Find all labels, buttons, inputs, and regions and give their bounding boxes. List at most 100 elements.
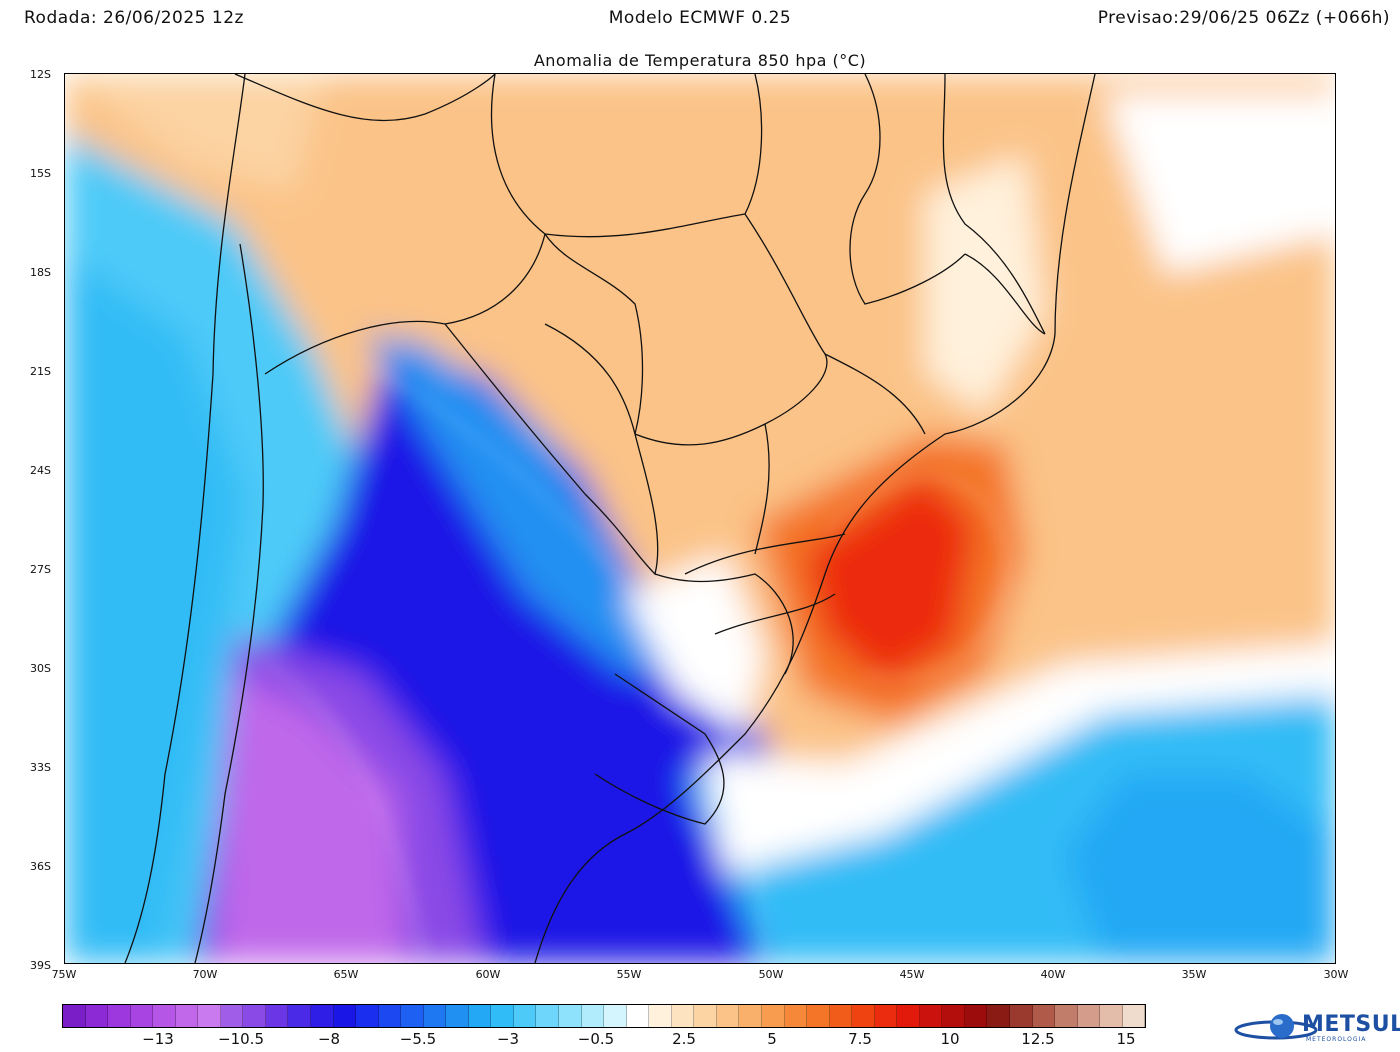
colorbar-swatch xyxy=(220,1005,244,1027)
colorbar-swatch xyxy=(401,1005,424,1027)
colorbar-swatch xyxy=(1009,1005,1033,1027)
colorbar-swatch xyxy=(288,1005,312,1027)
colorbar-swatch xyxy=(333,1005,357,1027)
lat-label-30s: 30S xyxy=(30,662,51,675)
logo-subtitle: METEOROLOGIA xyxy=(1306,1036,1367,1043)
lat-label-18s: 18S xyxy=(30,266,51,279)
logo-wordmark: METSUL xyxy=(1302,1012,1400,1037)
border-chile-argentina xyxy=(194,243,264,963)
temperature-anomaly-field xyxy=(65,74,1335,963)
colorbar-swatch xyxy=(604,1005,627,1027)
border-states-1 xyxy=(544,74,763,238)
colorbar-swatch xyxy=(175,1005,199,1027)
border-states-9 xyxy=(942,74,1046,335)
colorbar-swatch xyxy=(626,1005,650,1027)
colorbar-swatch xyxy=(243,1005,266,1027)
color-scale-bar xyxy=(62,1004,1146,1028)
colorbar-swatch xyxy=(1032,1005,1056,1027)
border-bolivia xyxy=(234,74,496,122)
colorbar-swatch xyxy=(491,1005,514,1027)
border-bolivia-south xyxy=(264,233,546,375)
colorbar-swatch xyxy=(671,1005,695,1027)
colorbar-swatch xyxy=(581,1005,605,1027)
colorbar-swatch xyxy=(716,1005,740,1027)
colorbar-swatch xyxy=(694,1005,717,1027)
lon-label-50w: 50W xyxy=(758,968,784,981)
colorbar-label: 10 xyxy=(940,1030,960,1048)
colorbar-swatch xyxy=(356,1005,379,1027)
colorbar-swatch xyxy=(446,1005,469,1027)
colorbar-swatch xyxy=(807,1005,830,1027)
map-title: Anomalia de Temperatura 850 hpa (°C) xyxy=(533,51,867,70)
map-panel[interactable] xyxy=(64,73,1336,964)
lat-label-27s: 27S xyxy=(30,563,51,576)
model-label: Modelo ECMWF 0.25 xyxy=(608,8,792,28)
colorbar-swatch xyxy=(987,1005,1010,1027)
colorbar-swatch xyxy=(1055,1005,1078,1027)
lat-label-12s: 12S xyxy=(30,68,51,81)
coastline xyxy=(124,74,246,963)
lon-label-75w: 75W xyxy=(51,968,77,981)
colorbar-swatch xyxy=(874,1005,898,1027)
border-states-7 xyxy=(684,533,846,575)
colorbar-swatch xyxy=(265,1005,289,1027)
border-states-2 xyxy=(744,213,926,435)
lon-label-60w: 60W xyxy=(475,968,501,981)
colorbar-label: 15 xyxy=(1116,1030,1136,1048)
colorbar-label: −8 xyxy=(317,1030,341,1048)
border-uruguay xyxy=(594,673,725,825)
lat-label-36s: 36S xyxy=(30,860,51,873)
colorbar-label: 12.5 xyxy=(1021,1030,1055,1048)
colorbar-label: −0.5 xyxy=(577,1030,615,1048)
colorbar-swatch xyxy=(649,1005,672,1027)
anomaly-field-map xyxy=(65,74,1335,963)
colorbar-swatch xyxy=(536,1005,560,1027)
colorbar-swatch xyxy=(423,1005,447,1027)
colorbar-swatch xyxy=(198,1005,221,1027)
lat-label-33s: 33S xyxy=(30,761,51,774)
colorbar-swatch xyxy=(85,1005,109,1027)
colorbar-swatch xyxy=(63,1005,86,1027)
colorbar-swatch xyxy=(942,1005,965,1027)
forecast-time-label: Previsao:29/06/25 06Zz (+066h) xyxy=(1097,8,1390,28)
colorbar-swatch xyxy=(513,1005,537,1027)
colorbar-swatch xyxy=(964,1005,988,1027)
metsul-globe-logo-icon xyxy=(1234,1014,1318,1040)
colorbar-swatch xyxy=(153,1005,176,1027)
colorbar-swatch xyxy=(130,1005,154,1027)
colorbar-label: 2.5 xyxy=(672,1030,696,1048)
colorbar-swatch xyxy=(829,1005,853,1027)
colorbar-swatch xyxy=(852,1005,875,1027)
colorbar-swatch xyxy=(1077,1005,1101,1027)
colorbar-swatch xyxy=(897,1005,920,1027)
colorbar-label: −10.5 xyxy=(218,1030,264,1048)
border-argentina-brazil xyxy=(654,573,794,675)
lon-label-40w: 40W xyxy=(1040,968,1066,981)
lon-label-65w: 65W xyxy=(333,968,359,981)
lat-label-39s: 39S xyxy=(30,959,51,972)
colorbar-swatch xyxy=(1100,1005,1123,1027)
colorbar-label: 5 xyxy=(767,1030,777,1048)
run-time-label: Rodada: 26/06/2025 12z xyxy=(24,8,244,28)
colorbar-label: −13 xyxy=(142,1030,174,1048)
colorbar-label: −5.5 xyxy=(399,1030,437,1048)
lat-label-15s: 15S xyxy=(30,167,51,180)
lon-label-55w: 55W xyxy=(616,968,642,981)
border-states-8 xyxy=(714,593,836,635)
colorbar-label: 7.5 xyxy=(848,1030,872,1048)
lat-label-21s: 21S xyxy=(30,365,51,378)
border-brazil-west xyxy=(490,74,644,435)
colorbar-swatch xyxy=(311,1005,334,1027)
colorbar-swatch xyxy=(378,1005,402,1027)
colorbar-label: −3 xyxy=(496,1030,520,1048)
colorbar-swatch xyxy=(739,1005,762,1027)
lat-label-24s: 24S xyxy=(30,464,51,477)
colorbar-swatch xyxy=(559,1005,582,1027)
colorbar-swatch xyxy=(468,1005,492,1027)
border-states-4 xyxy=(754,423,770,555)
border-states-5 xyxy=(849,74,966,305)
colorbar-swatch xyxy=(108,1005,131,1027)
lon-label-30w: 30W xyxy=(1323,968,1349,981)
colorbar-swatch xyxy=(1122,1005,1146,1027)
coastline-atlantic xyxy=(534,74,1096,963)
